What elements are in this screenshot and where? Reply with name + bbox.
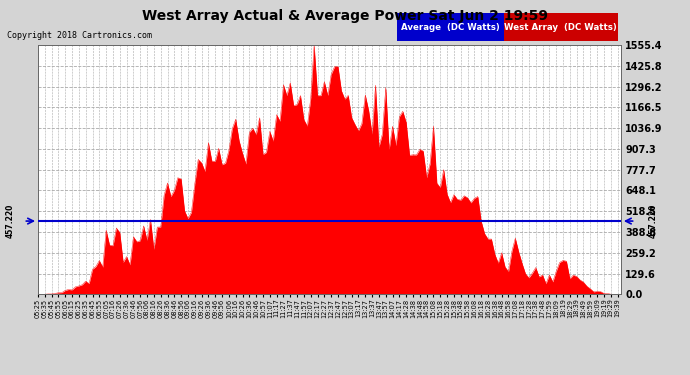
Text: Copyright 2018 Cartronics.com: Copyright 2018 Cartronics.com: [7, 31, 152, 40]
Text: West Array Actual & Average Power Sat Jun 2 19:59: West Array Actual & Average Power Sat Ju…: [142, 9, 548, 23]
Text: 457.220: 457.220: [6, 204, 14, 238]
Text: West Array  (DC Watts): West Array (DC Watts): [504, 22, 617, 32]
Text: Average  (DC Watts): Average (DC Watts): [401, 22, 500, 32]
Text: 457.220: 457.220: [649, 204, 658, 238]
